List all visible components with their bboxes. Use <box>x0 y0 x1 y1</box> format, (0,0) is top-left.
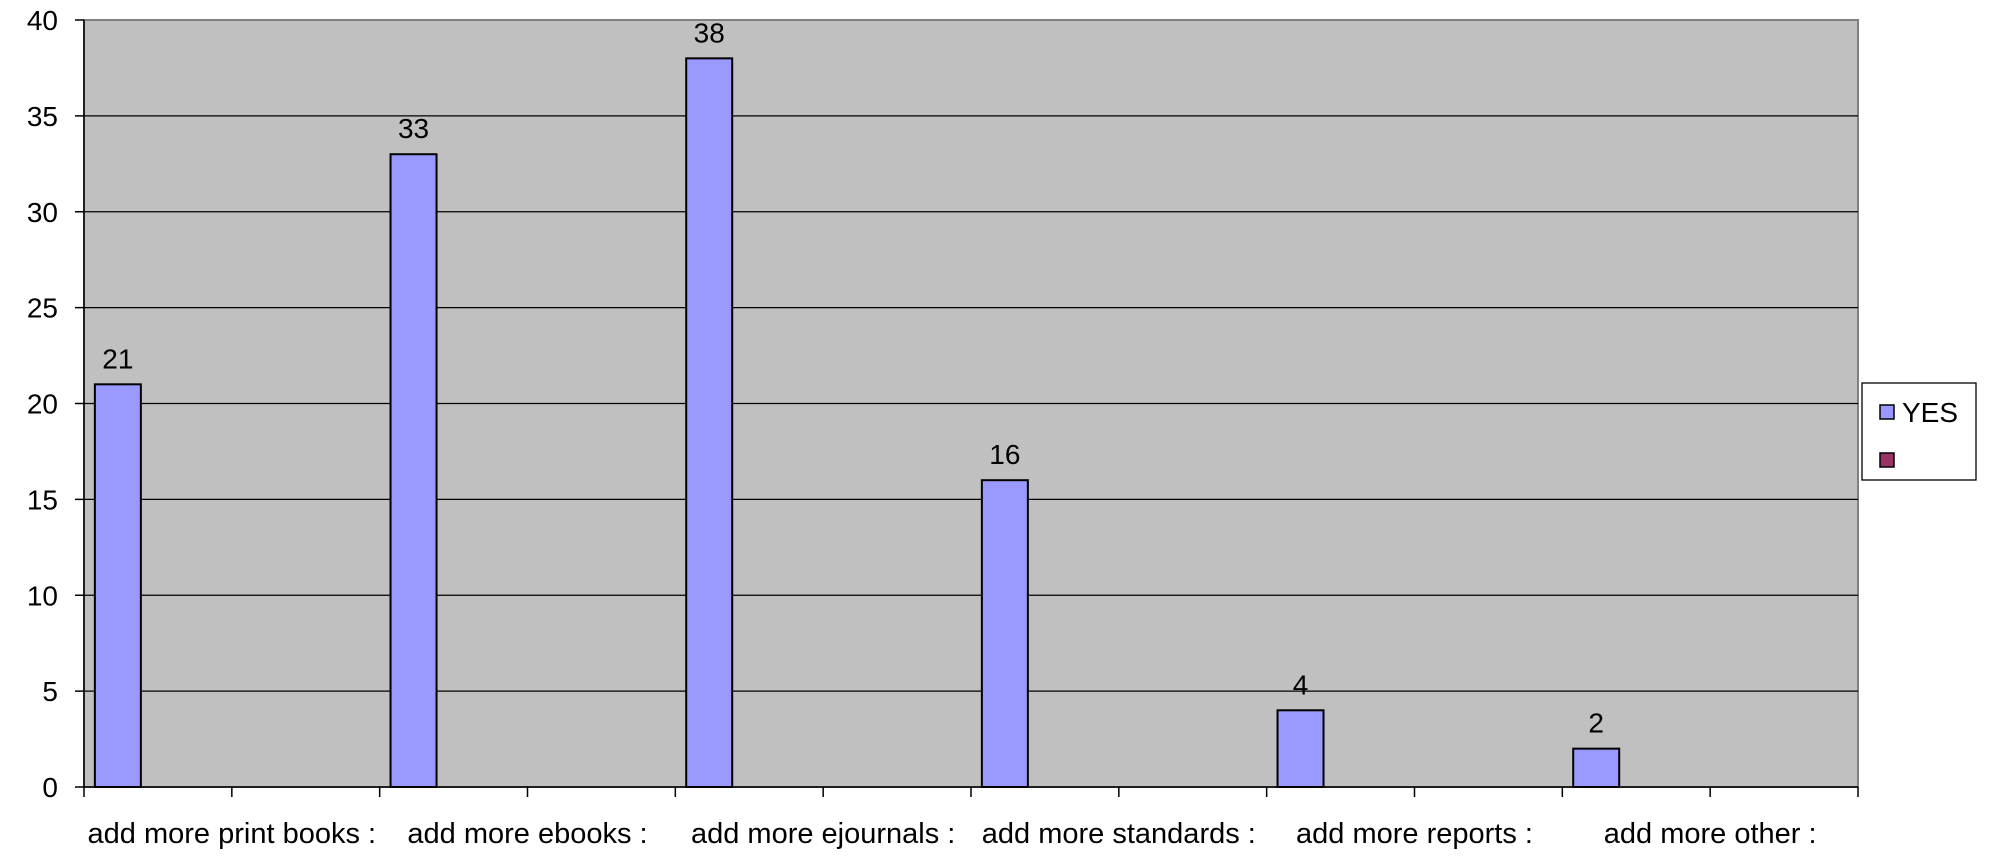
plot-area-group: 0 5 10 15 20 25 30 35 40 add more print books : ad… <box>27 5 1859 850</box>
x-category-label: add more ejournals : <box>691 818 955 850</box>
bar-yes <box>1276 709 1325 788</box>
y-tick-label: 20 <box>27 389 58 420</box>
y-tick-label: 15 <box>27 484 58 515</box>
bar-yes <box>93 383 142 788</box>
data-label: 33 <box>398 113 429 144</box>
x-category-label: add more standards : <box>982 818 1256 850</box>
legend: YES <box>1861 382 1977 481</box>
legend-swatch <box>1879 404 1895 420</box>
y-tick-label: 30 <box>27 197 58 228</box>
bar-yes <box>1572 747 1621 789</box>
data-label: 2 <box>1588 708 1604 739</box>
y-tick-label: 25 <box>27 293 58 324</box>
y-tick-label: 5 <box>42 676 58 707</box>
y-tick-label: 40 <box>27 5 58 36</box>
data-label: 38 <box>694 17 725 48</box>
y-tick-label: 0 <box>42 772 58 803</box>
data-label: 4 <box>1293 669 1309 700</box>
bar-yes <box>980 479 1029 788</box>
x-category-label: add more other : <box>1604 818 1817 850</box>
legend-label: YES <box>1902 397 1958 428</box>
x-category-label: add more ebooks : <box>407 818 647 850</box>
x-category-label: add more print books : <box>88 818 377 850</box>
x-category-label: add more reports : <box>1296 818 1533 850</box>
data-label: 16 <box>989 439 1020 470</box>
data-label: 21 <box>102 343 133 374</box>
legend-swatch <box>1879 452 1895 468</box>
y-tick-label: 35 <box>27 101 58 132</box>
bar-yes <box>389 153 438 789</box>
bar-yes <box>685 57 734 789</box>
y-tick-label: 10 <box>27 580 58 611</box>
